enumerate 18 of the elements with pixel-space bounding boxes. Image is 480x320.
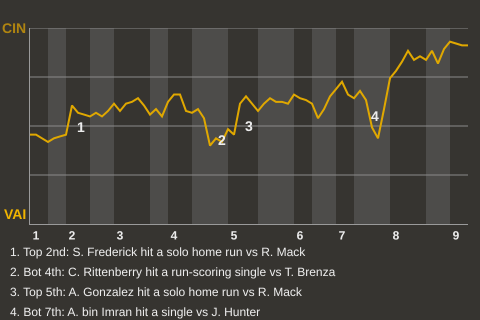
text: 3. Top 5th: A. Gonzalez hit a solo home run vs R. Mack	[10, 285, 303, 299]
x-tick-label: 7	[338, 228, 346, 242]
annotation: 3	[245, 118, 253, 134]
x-tick-label: 4	[170, 228, 178, 242]
x-tick-label: 2	[68, 228, 76, 242]
x-tick-label: 5	[230, 228, 238, 242]
text: 1. Top 2nd: S. Frederick hit a solo home run vs R. Mack	[10, 245, 306, 259]
x-tick-label: 6	[296, 228, 304, 242]
x-tick-label: 8	[392, 228, 400, 242]
text: VAI	[4, 206, 26, 222]
x-tick-label: 1	[32, 228, 40, 242]
annotation: 4	[371, 108, 379, 124]
annotation: 1	[77, 119, 85, 135]
text: CIN	[2, 20, 26, 36]
x-tick-label: 3	[116, 228, 124, 242]
x-tick-label: 9	[452, 228, 460, 242]
text: 2. Bot 4th: C. Rittenberry hit a run-scoring single vs T. Brenza	[10, 265, 336, 279]
text: 4. Bot 7th: A. bin Imran hit a single vs J. Hunter	[10, 305, 260, 319]
